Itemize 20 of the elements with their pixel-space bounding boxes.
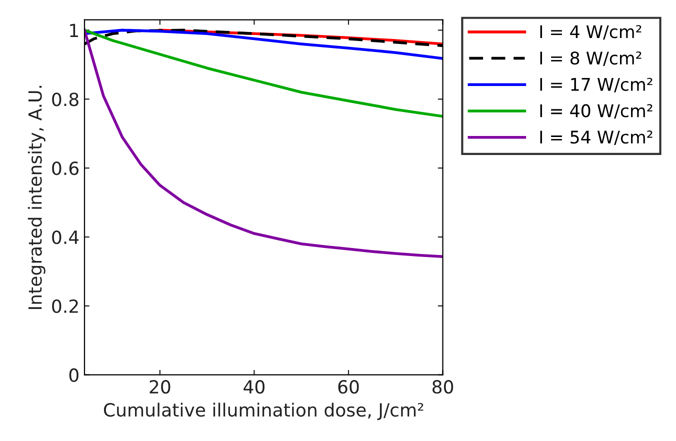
x-axis-title: Cumulative illumination dose, J/cm² — [104, 402, 424, 420]
x-tick-label: 40 — [244, 380, 264, 394]
y-tick-label: 0.4 — [52, 230, 79, 244]
y-tick-label: 0.2 — [52, 299, 78, 314]
legend-label: I = 8 W/cm² — [540, 51, 642, 66]
legend-label: I = 4 W/cm² — [540, 25, 642, 40]
y-tick-label: 0 — [69, 368, 78, 382]
x-tick-label: 20 — [150, 380, 170, 394]
x-tick-label: 60 — [338, 380, 359, 394]
line-series — [84, 28, 443, 60]
y-tick-label: 0.6 — [52, 162, 79, 176]
legend-label: I = 17 W/cm² — [540, 78, 652, 92]
y-tick-label: 0.8 — [52, 92, 78, 106]
legend-label: I = 40 W/cm² — [540, 104, 652, 119]
line-series — [84, 28, 443, 118]
y-tick-label: 1 — [70, 24, 78, 38]
line-series — [84, 28, 443, 258]
x-tick-label: 80 — [432, 380, 454, 394]
y-axis-title: Integrated intensity, A.U. — [28, 86, 46, 309]
legend-label: I = 54 W/cm² — [540, 130, 652, 146]
